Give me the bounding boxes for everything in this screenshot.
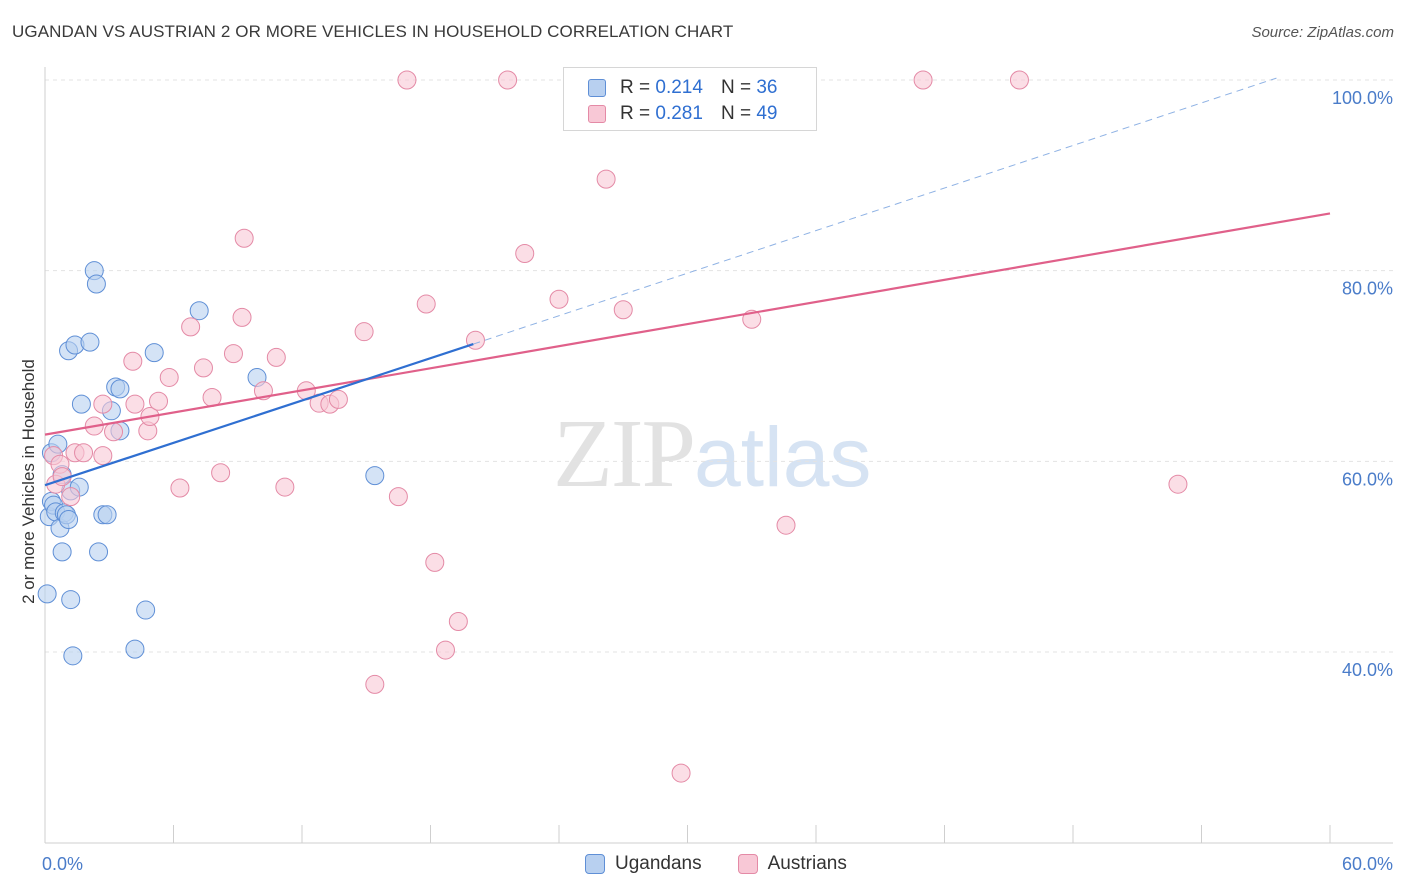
legend-r-value: 0.281 [655, 103, 703, 124]
ugandan-point [59, 509, 79, 529]
watermark-zip: ZIP [553, 400, 696, 508]
austrian-point [1009, 70, 1029, 90]
ugandan-point [71, 394, 91, 414]
austrian-point [397, 70, 417, 90]
ugandan-point [52, 542, 72, 562]
ugandan-point [80, 332, 100, 352]
legend-r-label: R = [620, 77, 651, 98]
legend-r-value: 0.214 [655, 77, 703, 98]
austrian-point [328, 389, 348, 409]
austrian-point [1168, 474, 1188, 494]
austrian-point [416, 294, 436, 314]
series-label-ugandans: Ugandans [615, 853, 702, 874]
series-legend-austrians: Austrians [737, 853, 847, 875]
ugandan-point [189, 301, 209, 321]
austrian-point [74, 443, 94, 463]
ugandan-point [144, 343, 164, 363]
correlation-legend: R = 0.214 N = 36 R = 0.281 N = 49 [563, 67, 817, 131]
austrian-point [913, 70, 933, 90]
legend-n-label: N = [720, 103, 752, 124]
austrian-point [498, 70, 518, 90]
source-credit: Source: ZipAtlas.com [1251, 24, 1394, 41]
watermark: ZIPatlas [553, 398, 871, 510]
legend-row-austrians: R = 0.281 N = 49 [588, 102, 777, 126]
series-swatch-austrians [737, 854, 758, 874]
austrian-point [181, 317, 201, 337]
legend-n-value: 36 [756, 77, 778, 98]
austrian-point [93, 446, 113, 466]
austrian-point [671, 763, 691, 783]
austrians-series [44, 70, 1188, 783]
ugandan-point [365, 466, 385, 486]
ugandan-point [63, 646, 83, 666]
legend-n-value: 49 [756, 103, 778, 124]
ugandan-point [125, 639, 145, 659]
axes [44, 67, 1393, 844]
ugandan-point [89, 542, 109, 562]
austrian-point [123, 351, 143, 371]
austrian-point [776, 515, 796, 535]
austrian-point [354, 322, 374, 342]
x-tick-label: 0.0% [42, 854, 83, 874]
series-swatch-ugandans [585, 854, 605, 874]
austrian-point [596, 169, 616, 189]
austrian-point [104, 422, 124, 442]
grid-lines [45, 79, 1393, 653]
watermark-atlas: atlas [694, 410, 872, 504]
series-legend: Ugandans Austrians [585, 853, 883, 875]
legend-row-ugandans: R = 0.214 N = 36 [588, 76, 777, 100]
y-tick-label: 80.0% [1342, 279, 1393, 299]
y-tick-label: 100.0% [1332, 88, 1393, 108]
austrian-point [613, 300, 633, 320]
ugandan-point [61, 590, 81, 610]
austrian-point [388, 487, 408, 507]
austrian-point [266, 347, 286, 367]
austrian-point [170, 478, 190, 498]
austrian-point [425, 552, 445, 572]
x-tick-label: 60.0% [1342, 854, 1393, 874]
austrian-point [435, 640, 455, 660]
ugandan-point [136, 600, 156, 620]
legend-swatch-ugandans [588, 79, 606, 97]
austrian-point [211, 463, 231, 483]
austrian-point [93, 394, 113, 414]
ugandan-point [86, 274, 106, 294]
austrian-point [159, 367, 179, 387]
austrian-point [549, 289, 569, 309]
ugandans-trend-line [44, 343, 474, 487]
austrian-point [125, 394, 145, 414]
ugandan-point [37, 584, 57, 604]
austrian-point [193, 358, 213, 378]
series-label-austrians: Austrians [767, 853, 847, 874]
y-axis-title: 2 or more Vehicles in Household [19, 359, 38, 604]
ugandan-point [110, 379, 130, 399]
austrian-point [232, 307, 252, 327]
austrian-point [365, 674, 385, 694]
ugandans-trend-extension [473, 77, 1277, 345]
austrian-point [61, 487, 81, 507]
series-legend-ugandans: Ugandans [585, 853, 702, 875]
austrian-point [149, 391, 169, 411]
ugandans-series [37, 261, 385, 666]
legend-swatch-austrians [588, 105, 606, 123]
chart-title: UGANDAN VS AUSTRIAN 2 OR MORE VEHICLES I… [12, 22, 734, 41]
austrian-point [223, 344, 243, 364]
austrian-point [515, 244, 535, 264]
austrian-point [234, 228, 254, 248]
legend-n-label: N = [720, 77, 752, 98]
austrians-trend-line [44, 212, 1331, 436]
axis-labels: 40.0% 60.0% 80.0% 100.0% 0.0% 60.0% 2 or more … [19, 88, 1393, 874]
austrian-point [448, 611, 468, 631]
y-tick-label: 60.0% [1342, 469, 1393, 489]
ugandan-point [97, 505, 117, 525]
austrian-point [275, 477, 295, 497]
trend-lines [44, 77, 1331, 487]
legend-r-label: R = [620, 103, 651, 124]
y-tick-label: 40.0% [1342, 660, 1393, 680]
